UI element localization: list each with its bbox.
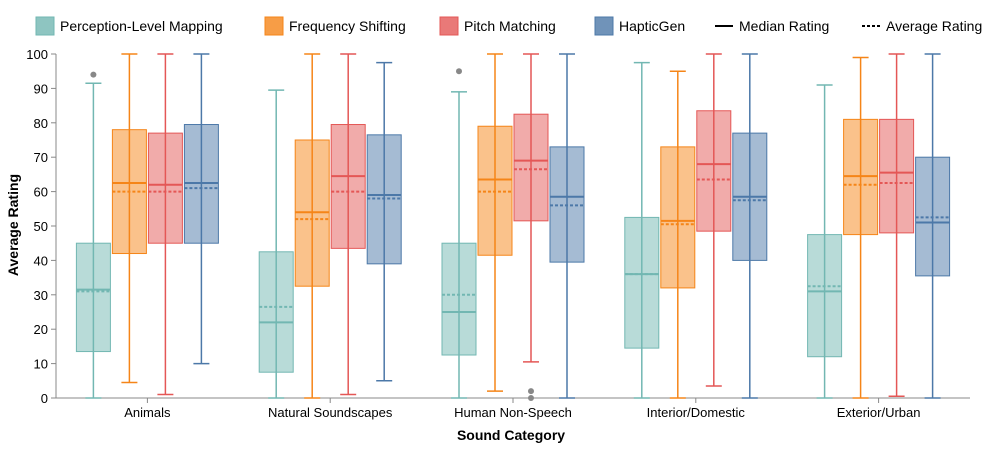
y-tick-label: 10 xyxy=(34,357,48,372)
box-iqr xyxy=(258,251,294,373)
x-tick-label: Animals xyxy=(124,405,171,420)
box-group xyxy=(75,71,111,399)
box-group xyxy=(366,61,402,382)
x-axis-title: Sound Category xyxy=(457,427,565,443)
box-iqr xyxy=(147,132,183,244)
x-tick-label: Natural Soundscapes xyxy=(268,405,393,420)
legend-swatch xyxy=(35,16,55,36)
box-group xyxy=(111,53,147,384)
legend-item: Pitch Matching xyxy=(439,16,556,36)
y-tick-label: 90 xyxy=(34,81,48,96)
plot-area xyxy=(75,53,951,401)
legend-item: Frequency Shifting xyxy=(264,16,406,36)
y-tick-label: 80 xyxy=(34,116,48,131)
legend: Perception-Level Mapping Frequency Shifti… xyxy=(35,16,982,36)
y-tick-label: 0 xyxy=(41,391,48,406)
box-iqr xyxy=(75,242,111,353)
box-iqr xyxy=(624,216,660,349)
legend-item: Median Rating xyxy=(715,18,829,34)
box-group xyxy=(807,84,843,399)
box-group xyxy=(660,70,696,399)
legend-label: Pitch Matching xyxy=(464,18,556,34)
y-tick-label: 30 xyxy=(34,288,48,303)
y-tick-label: 60 xyxy=(34,185,48,200)
y-axis-title: Average Rating xyxy=(5,174,21,276)
y-tick-label: 20 xyxy=(34,322,48,337)
legend-label: Perception-Level Mapping xyxy=(60,18,223,34)
box-group xyxy=(294,53,330,399)
legend-label: Average Rating xyxy=(886,18,982,34)
box-group xyxy=(696,53,732,387)
y-tick-label: 70 xyxy=(34,150,48,165)
box-iqr xyxy=(879,118,915,234)
box-group xyxy=(879,53,915,398)
legend-label: Frequency Shifting xyxy=(289,18,406,34)
axes: 0 10 20 30 40 50 60 70 80 90 100 Animals Natural Sou… xyxy=(26,47,970,420)
box-group xyxy=(183,53,219,365)
box-group xyxy=(477,53,513,392)
box-group xyxy=(732,53,768,399)
box-group xyxy=(513,53,549,401)
box-group xyxy=(147,53,183,396)
box-group xyxy=(915,53,951,399)
box-group xyxy=(330,53,366,396)
box-iqr xyxy=(513,113,549,222)
y-tick-label: 50 xyxy=(34,219,48,234)
legend-item: HapticGen xyxy=(594,16,685,36)
outlier-point xyxy=(528,388,534,395)
box-iqr xyxy=(441,242,477,356)
x-tick-label: Interior/Domestic xyxy=(647,405,746,420)
outlier-point xyxy=(528,395,534,401)
y-tick-label: 100 xyxy=(26,47,48,62)
legend-item: Average Rating xyxy=(862,18,982,34)
box-iqr xyxy=(330,124,366,249)
box-group xyxy=(549,53,585,399)
legend-swatch xyxy=(264,16,284,36)
legend-item: Perception-Level Mapping xyxy=(35,16,223,36)
x-tick-label: Human Non-Speech xyxy=(454,405,572,420)
outlier-point xyxy=(456,68,462,75)
legend-label: HapticGen xyxy=(619,18,685,34)
box-iqr xyxy=(807,234,843,358)
box-group xyxy=(843,56,879,399)
box-group xyxy=(441,68,477,399)
outlier-point xyxy=(90,71,97,78)
legend-label: Median Rating xyxy=(739,18,829,34)
box-iqr xyxy=(660,146,696,289)
box-group xyxy=(258,89,294,399)
x-tick-label: Exterior/Urban xyxy=(837,405,921,420)
box-iqr xyxy=(696,110,732,232)
legend-swatch xyxy=(439,16,459,36)
box-group xyxy=(624,61,660,399)
legend-swatch xyxy=(594,16,614,36)
y-tick-label: 40 xyxy=(34,253,48,268)
